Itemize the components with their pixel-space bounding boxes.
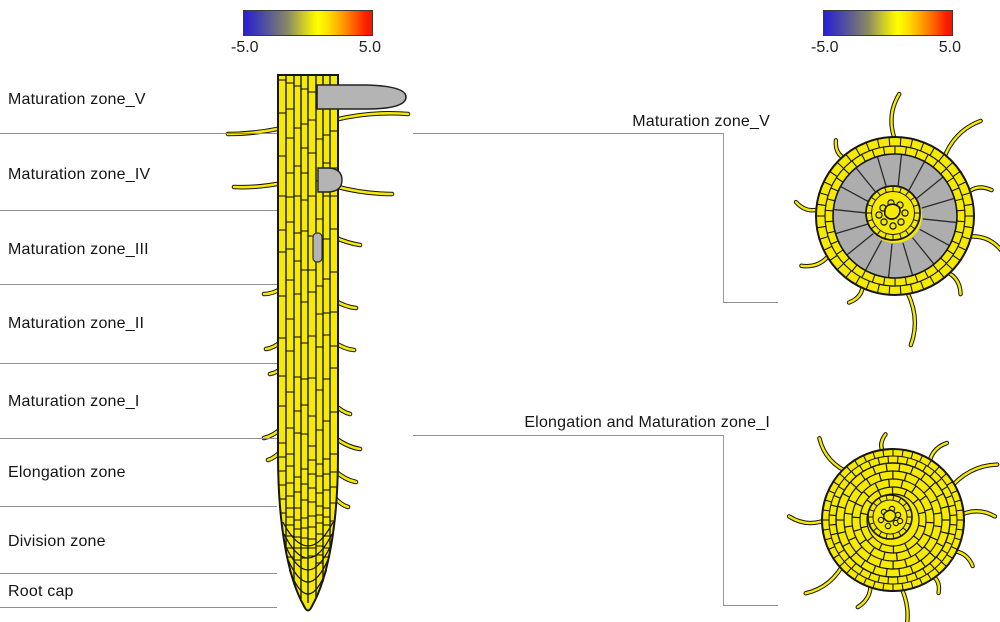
zone-label-maturation-iv: Maturation zone_IV (8, 166, 151, 183)
cross-section-maturation-v-diagram (793, 91, 1000, 348)
scale-min-label: -5.0 (231, 39, 259, 56)
zone-label-division: Division zone (8, 533, 106, 550)
zone-divider-line-4 (0, 363, 277, 364)
zone-label-root-cap: Root cap (8, 583, 74, 600)
color-scale-right-labels: -5.0 5.0 (811, 39, 961, 57)
color-scale-right (823, 10, 953, 36)
zone-divider-line-5 (0, 438, 277, 439)
callout-line-bottom-vertical (723, 435, 724, 606)
zone-divider-line-6 (0, 506, 277, 507)
cross-section-label-maturation-v: Maturation zone_V (632, 113, 770, 130)
color-scale-left-labels: -5.0 5.0 (231, 39, 381, 57)
zone-divider-line-3 (0, 284, 277, 285)
callout-line-top-connector (723, 302, 778, 303)
color-gradient-bar (243, 10, 373, 36)
callout-line-top-vertical (723, 133, 724, 303)
zone-divider-line-7 (0, 573, 277, 574)
callout-line-bottom-connector (723, 605, 778, 606)
cross-section-label-elongation-maturation-i: Elongation and Maturation zone_I (524, 414, 770, 431)
zone-label-elongation: Elongation zone (8, 464, 126, 481)
scale-max-label: 5.0 (358, 39, 381, 56)
root-longitudinal-diagram (225, 74, 411, 612)
zone-label-maturation-ii: Maturation zone_II (8, 315, 145, 332)
zone-label-maturation-v: Maturation zone_V (8, 91, 146, 108)
color-gradient-bar (823, 10, 953, 36)
scale-min-label: -5.0 (811, 39, 839, 56)
cross-section-elongation-maturation-i-diagram (786, 432, 1000, 622)
zone-divider-line-8 (0, 607, 277, 608)
zone-divider-line-1 (0, 133, 277, 134)
callout-line-bottom-horizontal (413, 435, 723, 436)
callout-line-top-horizontal (413, 133, 723, 134)
color-scale-left (243, 10, 373, 36)
zone-divider-line-2 (0, 210, 277, 211)
zone-label-maturation-i: Maturation zone_I (8, 393, 140, 410)
zone-label-maturation-iii: Maturation zone_III (8, 241, 149, 258)
scale-max-label: 5.0 (938, 39, 961, 56)
